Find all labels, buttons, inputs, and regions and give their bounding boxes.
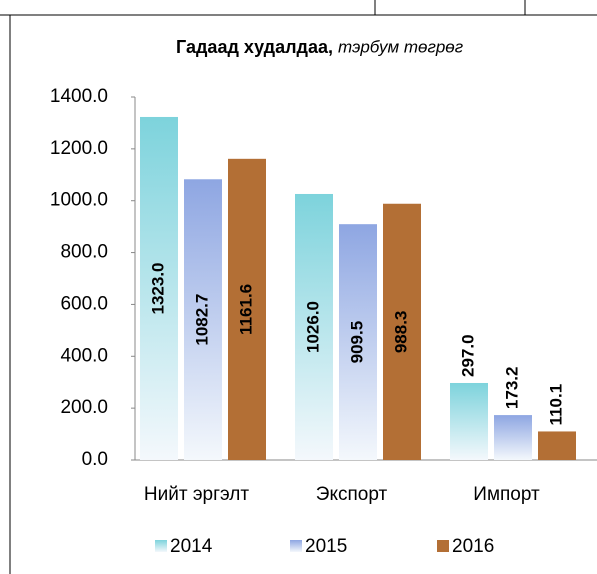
bar [228, 158, 266, 460]
legend-label: 2016 [452, 536, 494, 557]
y-tick-label: 0.0 [82, 449, 108, 470]
y-tick-label: 800.0 [60, 242, 108, 263]
x-tick-label: Экспорт [316, 484, 388, 505]
y-tick-label: 200.0 [60, 397, 108, 418]
y-tick-label: 1200.0 [50, 138, 108, 159]
bar [140, 116, 178, 460]
value-label: 1323.0 [148, 262, 167, 314]
value-label: 988.3 [391, 311, 410, 354]
chart-title: Гадаад худалдаа, [176, 37, 333, 57]
x-tick-label: Нийт эргэлт [144, 484, 249, 505]
legend-swatch [290, 540, 302, 552]
y-tick-label: 1400.0 [50, 86, 108, 107]
chart-title-unit: тэрбум төгрөг [338, 37, 463, 56]
legend-label: 2014 [170, 536, 213, 557]
bar [184, 179, 222, 460]
y-tick-label: 400.0 [60, 345, 108, 366]
bar [450, 382, 488, 460]
x-tick-label: Импорт [473, 484, 540, 505]
y-tick-label: 600.0 [60, 293, 108, 314]
legend-swatch [437, 540, 449, 552]
value-label: 909.5 [347, 321, 366, 364]
bar [383, 203, 421, 460]
bar [295, 193, 333, 461]
bar [339, 224, 377, 460]
value-label: 297.0 [458, 334, 477, 377]
value-label: 1026.0 [303, 301, 322, 353]
value-label: 173.2 [502, 367, 521, 410]
bar [538, 431, 576, 460]
bar [494, 415, 532, 460]
legend-swatch [155, 540, 167, 552]
value-label: 1082.7 [192, 294, 211, 346]
value-label: 1161.6 [236, 284, 255, 335]
legend-label: 2015 [305, 536, 347, 557]
value-label: 110.1 [546, 384, 565, 426]
y-tick-label: 1000.0 [50, 190, 108, 211]
